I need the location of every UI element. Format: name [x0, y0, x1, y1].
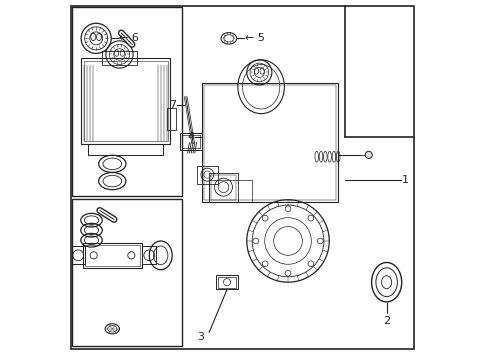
Bar: [202, 83, 338, 202]
Bar: [209, 180, 252, 202]
Text: 2: 2: [383, 316, 390, 326]
Bar: [211, 175, 236, 200]
Text: 4: 4: [187, 132, 194, 142]
Text: 3: 3: [197, 332, 204, 342]
Bar: [209, 173, 238, 202]
Circle shape: [365, 151, 372, 158]
Bar: [216, 275, 238, 289]
Bar: [182, 135, 200, 148]
Bar: [180, 134, 202, 149]
Text: ← 6: ← 6: [120, 33, 139, 43]
Text: 1: 1: [402, 175, 409, 185]
Bar: [142, 246, 156, 264]
Bar: [218, 277, 236, 288]
Bar: [72, 7, 181, 196]
Bar: [72, 199, 181, 346]
Bar: [204, 85, 337, 200]
Bar: [72, 246, 85, 264]
Bar: [83, 243, 142, 268]
Bar: [101, 51, 137, 65]
Bar: [81, 58, 171, 144]
Text: ← 5: ← 5: [245, 33, 265, 43]
Bar: [85, 244, 140, 266]
Bar: [167, 108, 176, 130]
Bar: [84, 61, 168, 141]
Bar: [196, 166, 218, 184]
Text: 7: 7: [169, 100, 176, 110]
